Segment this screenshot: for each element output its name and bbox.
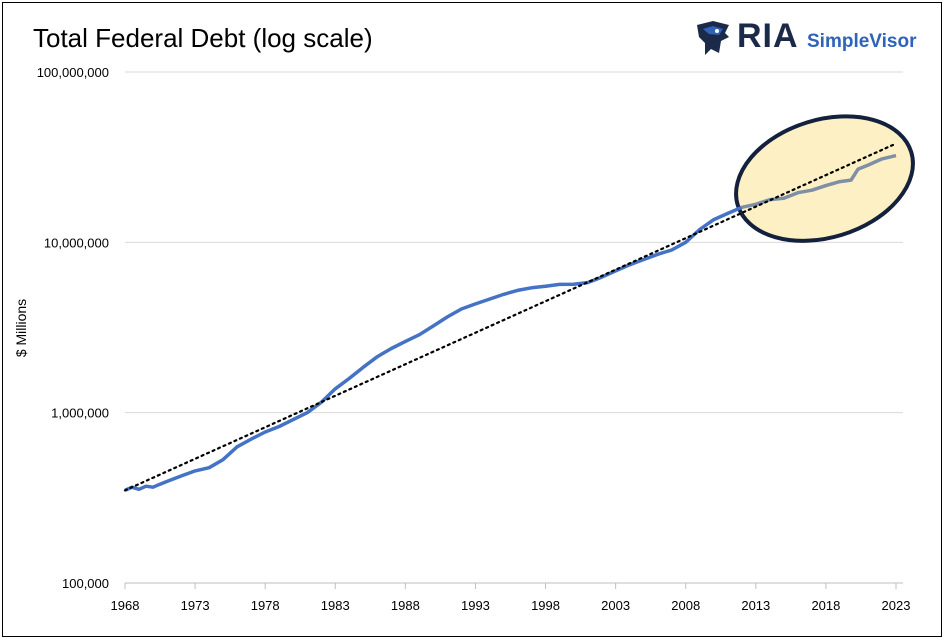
x-tick-label: 1998: [531, 598, 560, 613]
y-tick-label: 100,000,000: [37, 65, 109, 80]
trend-line: [123, 142, 898, 492]
chart-title: Total Federal Debt (log scale): [33, 23, 373, 53]
x-tick-label: 1983: [321, 598, 350, 613]
eagle-head-icon: [697, 21, 729, 55]
annotation: [734, 114, 915, 243]
x-tick-label: 1993: [461, 598, 490, 613]
y-tick-label: 100,000: [62, 576, 109, 591]
y-tick-label: 10,000,000: [44, 235, 109, 250]
highlight-ellipse: [734, 114, 915, 243]
gridlines: [125, 71, 903, 414]
tick-labels: 100,000 1,000,000 10,000,000 100,000,000 196…: [37, 65, 911, 613]
x-tick-label: 2003: [601, 598, 630, 613]
y-tick-label: 1,000,000: [51, 406, 109, 421]
logo-text: RIA: [737, 17, 799, 55]
x-tick-label: 2008: [671, 598, 700, 613]
x-tick-label: 1973: [181, 598, 210, 613]
x-tick-label: 2013: [741, 598, 770, 613]
x-tick-label: 1978: [251, 598, 280, 613]
y-axis-label: $ Millions: [13, 299, 29, 357]
series: [123, 142, 898, 492]
axes: [124, 582, 903, 589]
x-tick-label: 1968: [111, 598, 140, 613]
logo-subtext: SimpleVisor: [807, 31, 917, 52]
x-tick-label: 2023: [882, 598, 911, 613]
x-tick-label: 1988: [391, 598, 420, 613]
debt-series-line: [124, 205, 743, 492]
x-tick-label: 2018: [811, 598, 840, 613]
